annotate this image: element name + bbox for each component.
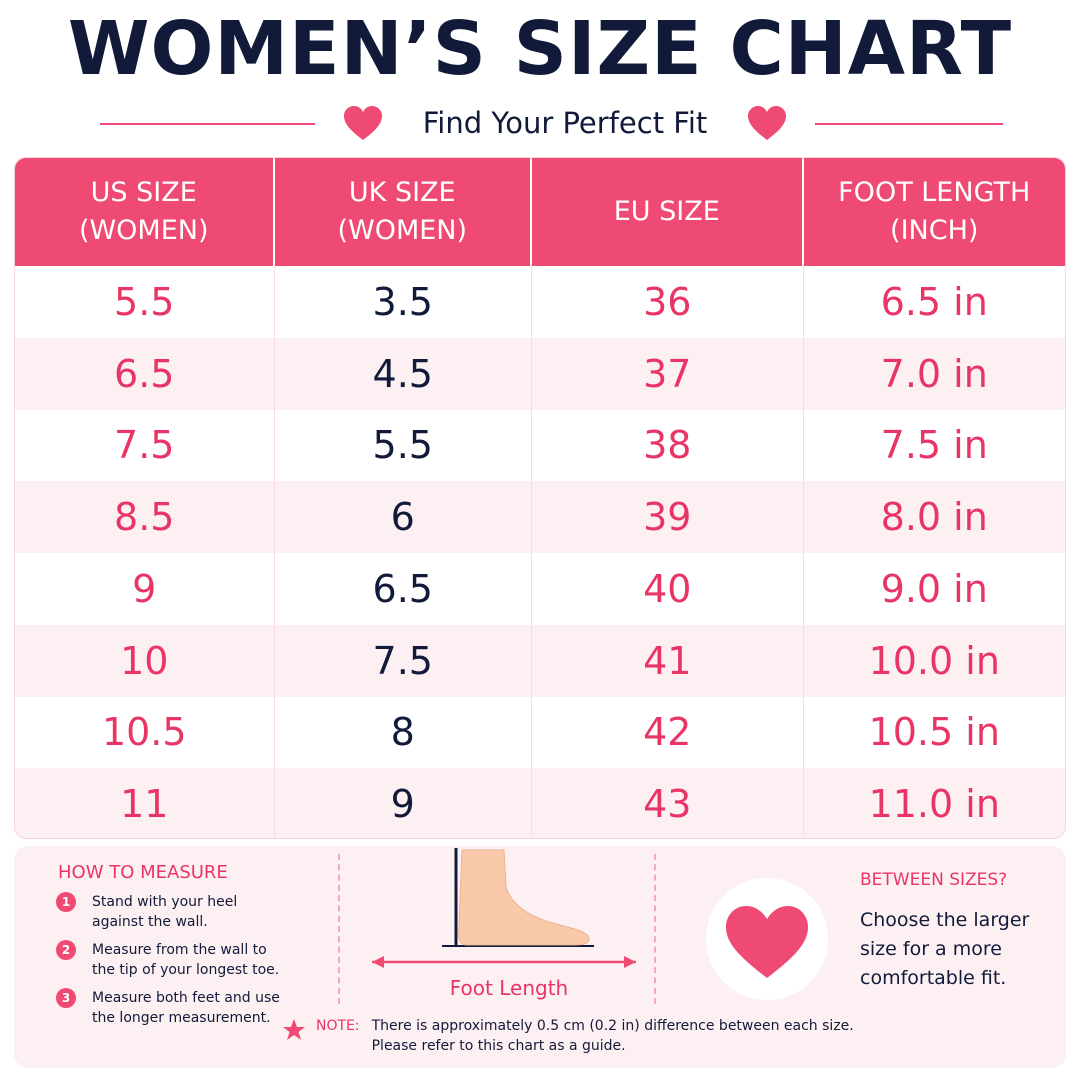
note-label: NOTE:: [316, 1018, 360, 1034]
heart-badge: [706, 878, 828, 1000]
step-number-badge: 2: [56, 940, 76, 960]
measure-step: 1 Stand with your heel against the wall.: [56, 892, 316, 932]
step-text: Measure both feet and use the longer mea…: [92, 990, 280, 1026]
table-row: 11 9 43 11.0 in: [15, 768, 1065, 838]
table-row: 7.5 5.5 38 7.5 in: [15, 409, 1065, 482]
us-size-cell: 9: [15, 553, 275, 625]
note-text: There is approximately 0.5 cm (0.2 in) d…: [372, 1016, 854, 1056]
heart-icon: [748, 106, 786, 140]
note: NOTE: There is approximately 0.5 cm (0.2…: [282, 1016, 922, 1056]
us-size-cell: 7.5: [15, 409, 275, 482]
us-size-cell: 6.5: [15, 337, 275, 410]
uk-size-cell: 3.5: [275, 266, 533, 338]
note-line: Please refer to this chart as a guide.: [371, 1038, 626, 1054]
foot-illustration: [372, 848, 636, 968]
info-panel: HOW TO MEASURE 1 Stand with your heel ag…: [14, 846, 1066, 1068]
between-sizes-text: Choose the larger size for a more comfor…: [860, 909, 1030, 989]
divider-left: [100, 123, 315, 125]
page-title: WOMEN’S SIZE CHART: [67, 6, 1013, 92]
step-number-badge: 3: [56, 988, 76, 1008]
measure-step: 3 Measure both feet and use the longer m…: [56, 988, 316, 1028]
step-number-badge: 1: [56, 892, 76, 912]
table-header: US SIZE (WOMEN) UK SIZE (WOMEN) EU SIZE …: [15, 158, 1065, 266]
foot-length-label: Foot Length: [449, 976, 569, 1000]
table-body: 5.5 3.5 36 6.5 in 6.5 4.5 37 7.0 in 7.5 …: [15, 266, 1065, 838]
header-uk-size: UK SIZE (WOMEN): [275, 158, 533, 266]
uk-size-cell: 6.5: [275, 553, 533, 625]
us-size-cell: 10: [15, 624, 275, 697]
uk-size-cell: 4.5: [275, 337, 533, 410]
foot-length-diagram: Foot Length: [354, 846, 664, 1006]
uk-size-cell: 6: [275, 481, 533, 553]
eu-size-cell: 42: [532, 696, 804, 769]
eu-size-cell: 37: [532, 337, 804, 410]
divider-right: [815, 123, 1003, 125]
step-text: Measure from the wall to the tip of your…: [92, 942, 280, 978]
heart-icon: [344, 106, 382, 140]
foot-length-cell: 9.0 in: [880, 566, 988, 611]
dashed-divider: [338, 854, 340, 1004]
foot-length-cell: 8.0 in: [880, 495, 988, 540]
subtitle: Find Your Perfect Fit: [422, 106, 708, 140]
table-row: 8.5 6 39 8.0 in: [15, 481, 1065, 553]
us-size-cell: 10.5: [15, 696, 275, 769]
measure-step: 2 Measure from the wall to the tip of yo…: [56, 940, 316, 980]
us-size-cell: 11: [15, 768, 275, 838]
note-line: There is approximately 0.5 cm (0.2 in) d…: [371, 1018, 854, 1034]
uk-size-cell: 7.5: [275, 624, 533, 697]
star-icon: [283, 1019, 305, 1040]
us-size-cell: 5.5: [15, 266, 275, 338]
foot-length-cell: 7.5 in: [880, 423, 988, 468]
step-text: Stand with your heel against the wall.: [92, 894, 238, 930]
table-row: 9 6.5 40 9.0 in: [15, 553, 1065, 625]
uk-size-cell: 5.5: [275, 409, 533, 482]
uk-size-cell: 9: [275, 768, 533, 838]
table-row: 10 7.5 41 10.0 in: [15, 624, 1065, 697]
eu-size-cell: 43: [532, 768, 804, 838]
table-row: 5.5 3.5 36 6.5 in: [15, 266, 1065, 338]
foot-length-cell: 10.5 in: [868, 710, 1000, 755]
eu-size-cell: 39: [532, 481, 804, 553]
header-us-size: US SIZE (WOMEN): [15, 158, 275, 266]
eu-size-cell: 41: [532, 624, 804, 697]
foot-length-cell: 11.0 in: [868, 782, 1000, 827]
eu-size-cell: 40: [532, 553, 804, 625]
size-table: US SIZE (WOMEN) UK SIZE (WOMEN) EU SIZE …: [14, 157, 1066, 839]
header-foot-length: FOOT LENGTH (INCH): [838, 177, 1031, 246]
eu-size-cell: 38: [532, 409, 804, 482]
subtitle-row: Find Your Perfect Fit: [0, 100, 1080, 146]
foot-length-cell: 10.0 in: [868, 638, 1000, 683]
foot-length-cell: 7.0 in: [880, 351, 988, 396]
eu-size-cell: 36: [532, 266, 804, 338]
header-eu-size: EU SIZE: [532, 158, 804, 266]
between-sizes-title: BETWEEN SIZES?: [860, 870, 1008, 890]
table-row: 10.5 8 42 10.5 in: [15, 696, 1065, 769]
heart-icon: [726, 906, 808, 978]
how-to-measure-title: HOW TO MEASURE: [58, 862, 228, 883]
foot-length-cell: 6.5 in: [880, 279, 988, 324]
uk-size-cell: 8: [275, 696, 533, 769]
us-size-cell: 8.5: [15, 481, 275, 553]
dashed-divider: [654, 854, 656, 1004]
table-row: 6.5 4.5 37 7.0 in: [15, 337, 1065, 410]
